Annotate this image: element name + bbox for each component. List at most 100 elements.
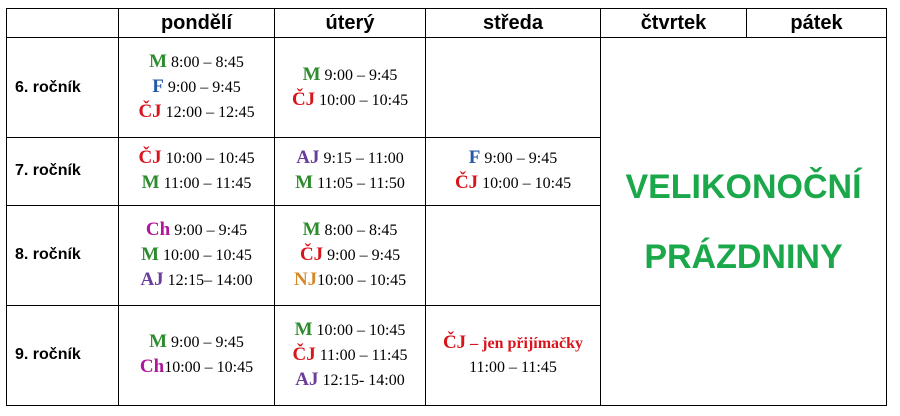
subject-code: Ch xyxy=(139,356,165,378)
lesson: ČJ 10:00 – 10:45 xyxy=(275,88,425,113)
lesson: M 10:00 – 10:45 xyxy=(119,243,274,268)
cell-9-tuesday: M 10:00 – 10:45 ČJ 11:00 – 11:45 AJ 12:1… xyxy=(274,304,426,407)
lesson: F 9:00 – 9:45 xyxy=(119,75,274,100)
lesson-time: 9:00 – 9:45 xyxy=(171,334,244,352)
grade-label: 8. ročník xyxy=(6,204,119,306)
subject-code: M xyxy=(294,318,313,340)
subject-code: AJ xyxy=(296,147,320,169)
holiday-line-1: VELIKONOČNÍ xyxy=(625,167,862,206)
subject-code: M xyxy=(302,218,321,240)
subject-code: ČJ xyxy=(138,147,162,169)
lesson: ČJ 12:00 – 12:45 xyxy=(119,100,274,125)
lesson-time: 12:15– 14:00 xyxy=(167,271,253,289)
lesson-time: 9:15 – 11:00 xyxy=(323,150,404,168)
subject-code: AJ xyxy=(295,368,319,390)
grade-row-6: 6. ročník M 8:00 – 8:45 F 9:00 – 9:45 ČJ… xyxy=(6,36,887,406)
lesson-time: 8:00 – 8:45 xyxy=(324,221,398,239)
timetable: pondělí úterý středa čtvrtek pátek 6. ro… xyxy=(6,8,887,407)
day-friday: pátek xyxy=(746,8,887,38)
lesson-time: 10:00 – 10:45 xyxy=(316,321,406,339)
lesson-time: 11:00 – 11:45 xyxy=(163,175,252,193)
lesson-time: 12:00 – 12:45 xyxy=(165,104,255,122)
day-thursday: čtvrtek xyxy=(600,8,747,38)
cell-6-tuesday: M 9:00 – 9:45 ČJ 10:00 – 10:45 xyxy=(274,36,426,139)
cell-7-monday: ČJ 10:00 – 10:45 M 11:00 – 11:45 xyxy=(118,137,275,206)
lesson-time: 9:00 – 9:45 xyxy=(174,221,248,239)
subject-code: M xyxy=(141,243,160,265)
subject-code: M xyxy=(149,51,168,73)
subject-code: AJ xyxy=(140,268,164,290)
lesson: ČJ 10:00 – 10:45 xyxy=(426,171,600,196)
lesson: AJ 12:15- 14:00 xyxy=(275,368,425,393)
lesson: M 8:00 – 8:45 xyxy=(119,50,274,75)
corner-cell xyxy=(6,8,119,38)
grade-label: 9. ročník xyxy=(6,304,119,407)
lesson: Ch10:00 – 10:45 xyxy=(119,355,274,380)
lesson: M 8:00 – 8:45 xyxy=(275,218,425,243)
lesson-time: 10:00 – 10:45 xyxy=(163,246,252,264)
lesson: M 11:05 – 11:50 xyxy=(275,171,425,196)
subject-code: ČJ xyxy=(299,243,324,265)
cell-6-monday: M 8:00 – 8:45 F 9:00 – 9:45 ČJ 12:00 – 1… xyxy=(118,36,275,139)
lesson: ČJ 10:00 – 10:45 xyxy=(119,146,274,171)
cell-9-wednesday: ČJ – jen přijímačky 11:00 – 11:45 xyxy=(425,304,601,407)
lesson-note: – jen přijímačky xyxy=(470,334,584,352)
lesson: ČJ 11:00 – 11:45 xyxy=(275,343,425,368)
cell-7-tuesday: AJ 9:15 – 11:00 M 11:05 – 11:50 xyxy=(274,137,426,206)
lesson: M 10:00 – 10:45 xyxy=(275,318,425,343)
grade-row-7: 7. ročník ČJ 10:00 – 10:45 M 11:00 – 11:… xyxy=(6,137,887,206)
subject-code: M xyxy=(141,172,160,194)
header-row: pondělí úterý středa čtvrtek pátek xyxy=(6,8,887,38)
subject-code: M xyxy=(302,63,321,85)
lesson-time: 11:05 – 11:50 xyxy=(317,175,405,193)
subject-code: NJ xyxy=(293,268,318,290)
lesson: M 9:00 – 9:45 xyxy=(119,330,274,355)
lesson: M 11:00 – 11:45 xyxy=(119,171,274,196)
lesson-time: 12:15- 14:00 xyxy=(322,371,405,389)
subject-code: ČJ xyxy=(442,331,467,353)
lesson-time: 9:00 – 9:45 xyxy=(324,66,398,84)
grade-label: 7. ročník xyxy=(6,137,119,206)
cell-6-wednesday xyxy=(425,36,601,139)
lesson-time: 11:00 – 11:45 xyxy=(469,358,557,376)
lesson-time: 10:00 – 10:45 xyxy=(319,91,409,109)
subject-code: ČJ xyxy=(292,343,316,365)
cell-7-wednesday: F 9:00 – 9:45 ČJ 10:00 – 10:45 xyxy=(425,137,601,206)
lesson-time: 10:00 – 10:45 xyxy=(164,359,254,377)
subject-code: M xyxy=(295,172,314,194)
lesson: AJ 9:15 – 11:00 xyxy=(275,146,425,171)
cell-9-monday: M 9:00 – 9:45 Ch10:00 – 10:45 xyxy=(118,304,275,407)
lesson-time: 10:00 – 10:45 xyxy=(482,175,572,193)
lesson-time: 8:00 – 8:45 xyxy=(171,54,244,72)
grade-row-9: 9. ročník M 9:00 – 9:45 Ch10:00 – 10:45 … xyxy=(6,304,887,407)
lesson: ČJ – jen přijímačky xyxy=(426,331,600,356)
lesson: AJ 12:15– 14:00 xyxy=(119,268,274,293)
subject-code: F xyxy=(468,147,481,169)
subject-code: ČJ xyxy=(138,101,162,123)
subject-code: M xyxy=(149,331,168,353)
lesson-time: 10:00 – 10:45 xyxy=(317,271,407,289)
cell-8-wednesday xyxy=(425,204,601,306)
lesson-time: 9:00 – 9:45 xyxy=(484,150,558,168)
subject-code: F xyxy=(152,76,164,98)
lesson: NJ10:00 – 10:45 xyxy=(275,268,425,293)
lesson: Ch 9:00 – 9:45 xyxy=(119,218,274,243)
subject-code: ČJ xyxy=(454,172,479,194)
day-tuesday: úterý xyxy=(274,8,426,38)
cell-8-tuesday: M 8:00 – 8:45 ČJ 9:00 – 9:45 NJ10:00 – 1… xyxy=(274,204,426,306)
subject-code: ČJ xyxy=(291,88,316,110)
cell-8-monday: Ch 9:00 – 9:45 M 10:00 – 10:45 AJ 12:15–… xyxy=(118,204,275,306)
grade-row-8: 8. ročník Ch 9:00 – 9:45 M 10:00 – 10:45… xyxy=(6,204,887,306)
lesson-time: 10:00 – 10:45 xyxy=(165,150,255,168)
lesson-time: 11:00 – 11:45 xyxy=(319,346,408,364)
lesson: M 9:00 – 9:45 xyxy=(275,63,425,88)
lesson-time: 9:00 – 9:45 xyxy=(167,79,241,97)
lesson: F 9:00 – 9:45 xyxy=(426,146,600,171)
holiday-cell: VELIKONOČNÍ PRÁZDNINY xyxy=(600,37,887,406)
lesson: ČJ 9:00 – 9:45 xyxy=(275,243,425,268)
subject-code: Ch xyxy=(145,218,171,240)
grade-label: 6. ročník xyxy=(6,36,119,139)
day-monday: pondělí xyxy=(118,8,275,38)
day-wednesday: středa xyxy=(425,8,601,38)
lesson-time: 9:00 – 9:45 xyxy=(327,246,401,264)
